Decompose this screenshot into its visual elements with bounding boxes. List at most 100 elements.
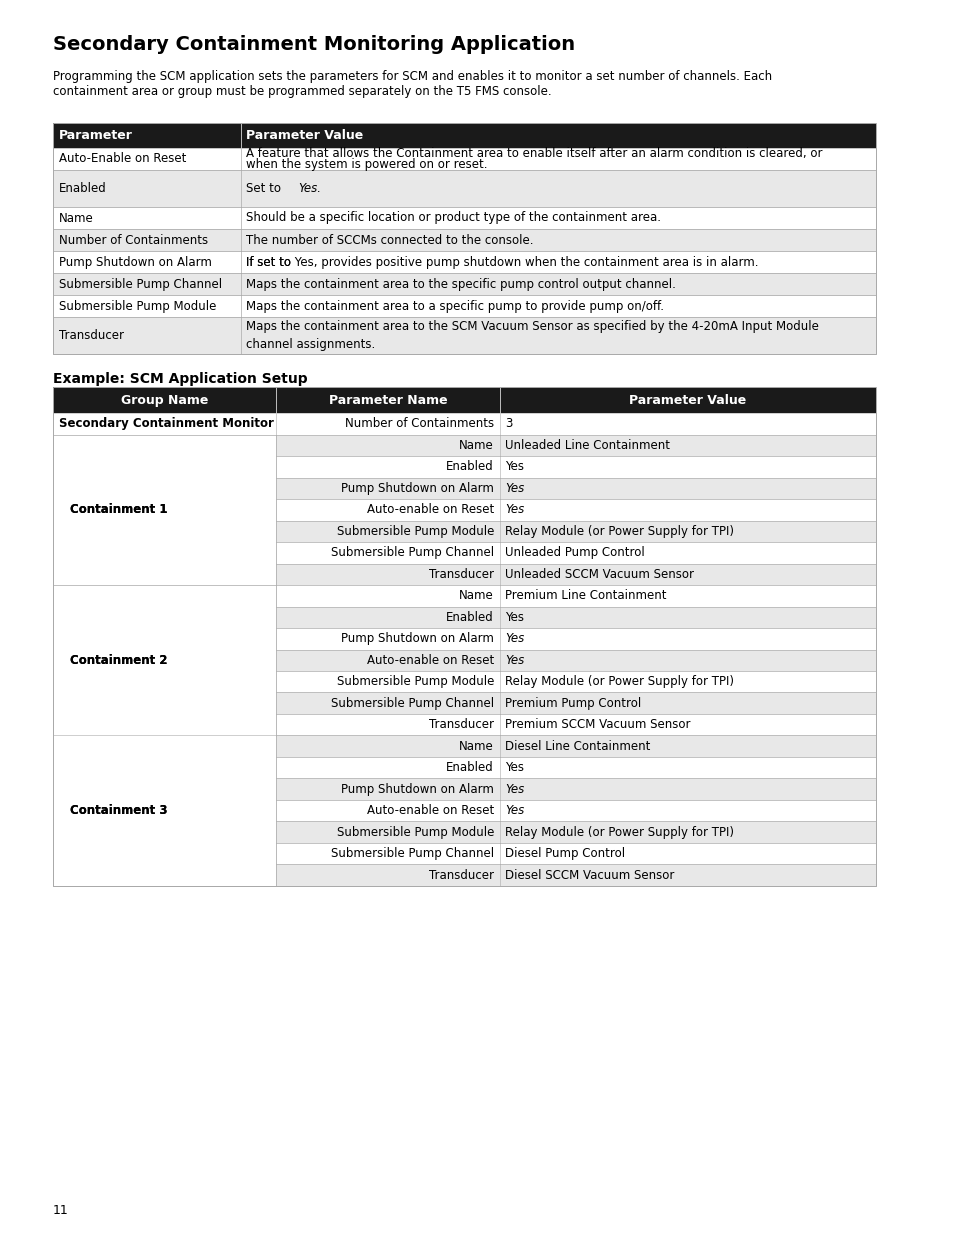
Text: Containment 2: Containment 2 bbox=[71, 653, 168, 667]
Text: Programming the SCM application sets the parameters for SCM and enables it to mo: Programming the SCM application sets the… bbox=[53, 70, 771, 98]
Text: A feature that allows the Containment area to enable itself after an alarm condi: A feature that allows the Containment ar… bbox=[246, 147, 822, 161]
Text: Pump Shutdown on Alarm: Pump Shutdown on Alarm bbox=[340, 783, 494, 795]
Text: Containment 3: Containment 3 bbox=[71, 804, 168, 818]
Bar bbox=[53, 563, 875, 585]
Text: Diesel Pump Control: Diesel Pump Control bbox=[505, 847, 625, 861]
Bar bbox=[53, 228, 875, 251]
Text: Yes: Yes bbox=[505, 461, 524, 473]
Text: Number of Containments: Number of Containments bbox=[59, 233, 208, 247]
Text: Submersible Pump Module: Submersible Pump Module bbox=[336, 676, 494, 688]
Bar bbox=[53, 757, 875, 778]
Bar bbox=[53, 714, 875, 736]
Text: Transducer: Transducer bbox=[59, 329, 124, 342]
Bar bbox=[53, 736, 875, 757]
Text: Yes: Yes bbox=[505, 632, 524, 645]
Bar bbox=[53, 671, 875, 693]
Text: Name: Name bbox=[458, 438, 494, 452]
Text: Containment 3: Containment 3 bbox=[71, 804, 168, 818]
Text: 3: 3 bbox=[505, 417, 513, 430]
Text: The number of SCCMs connected to the console.: The number of SCCMs connected to the con… bbox=[246, 233, 534, 247]
Text: channel assignments.: channel assignments. bbox=[246, 338, 375, 351]
Text: Relay Module (or Power Supply for TPI): Relay Module (or Power Supply for TPI) bbox=[505, 826, 734, 839]
Text: Submersible Pump Channel: Submersible Pump Channel bbox=[331, 697, 494, 710]
Text: Auto-Enable on Reset: Auto-Enable on Reset bbox=[59, 152, 186, 165]
Bar bbox=[53, 499, 875, 520]
Text: Containment 2: Containment 2 bbox=[71, 653, 168, 667]
Text: Submersible Pump Channel: Submersible Pump Channel bbox=[331, 847, 494, 861]
Text: Transducer: Transducer bbox=[429, 719, 494, 731]
Bar bbox=[53, 148, 875, 170]
Text: Relay Module (or Power Supply for TPI): Relay Module (or Power Supply for TPI) bbox=[505, 676, 734, 688]
Text: Yes: Yes bbox=[505, 804, 524, 818]
Bar bbox=[53, 251, 875, 273]
Text: Enabled: Enabled bbox=[446, 461, 494, 473]
Text: Submersible Pump Module: Submersible Pump Module bbox=[59, 300, 216, 312]
Text: Submersible Pump Channel: Submersible Pump Channel bbox=[59, 278, 222, 290]
Bar bbox=[53, 124, 875, 354]
Text: Premium SCCM Vacuum Sensor: Premium SCCM Vacuum Sensor bbox=[505, 719, 690, 731]
Text: Secondary Containment Monitor: Secondary Containment Monitor bbox=[59, 417, 274, 430]
Text: Parameter Value: Parameter Value bbox=[629, 394, 745, 406]
Text: Pump Shutdown on Alarm: Pump Shutdown on Alarm bbox=[340, 632, 494, 645]
Text: Auto-enable on Reset: Auto-enable on Reset bbox=[366, 503, 494, 516]
Bar bbox=[53, 435, 875, 456]
Text: Example: SCM Application Setup: Example: SCM Application Setup bbox=[53, 372, 307, 387]
Text: If set to Yes, provides positive pump shutdown when the containment area is in a: If set to Yes, provides positive pump sh… bbox=[246, 256, 759, 268]
Text: Should be a specific location or product type of the containment area.: Should be a specific location or product… bbox=[246, 211, 660, 225]
Bar bbox=[53, 478, 875, 499]
Text: Pump Shutdown on Alarm: Pump Shutdown on Alarm bbox=[340, 482, 494, 495]
Bar bbox=[53, 693, 875, 714]
Bar bbox=[53, 606, 875, 629]
Bar bbox=[53, 412, 875, 435]
Text: Enabled: Enabled bbox=[446, 611, 494, 624]
Text: Yes.: Yes. bbox=[298, 182, 321, 195]
Text: Name: Name bbox=[458, 589, 494, 603]
Text: Name: Name bbox=[59, 211, 93, 225]
Text: Maps the containment area to a specific pump to provide pump on/off.: Maps the containment area to a specific … bbox=[246, 300, 663, 312]
Bar bbox=[53, 387, 875, 885]
Text: Name: Name bbox=[458, 740, 494, 753]
Text: Maps the containment area to the SCM Vacuum Sensor as specified by the 4-20mA In: Maps the containment area to the SCM Vac… bbox=[246, 320, 819, 332]
Text: Enabled: Enabled bbox=[59, 182, 107, 195]
Bar bbox=[53, 844, 875, 864]
Text: Containment 1: Containment 1 bbox=[71, 503, 168, 516]
Text: Group Name: Group Name bbox=[121, 394, 208, 406]
Bar bbox=[53, 736, 276, 885]
Text: 11: 11 bbox=[53, 1204, 69, 1216]
Bar bbox=[53, 456, 875, 478]
Text: Unleaded Pump Control: Unleaded Pump Control bbox=[505, 546, 644, 559]
Text: Parameter Value: Parameter Value bbox=[246, 128, 363, 142]
Text: Yes: Yes bbox=[505, 503, 524, 516]
Bar bbox=[53, 542, 875, 563]
Bar bbox=[53, 864, 875, 885]
Text: Yes: Yes bbox=[505, 761, 524, 774]
Text: Pump Shutdown on Alarm: Pump Shutdown on Alarm bbox=[59, 256, 212, 268]
Bar bbox=[53, 778, 875, 800]
Bar bbox=[53, 207, 875, 228]
Bar bbox=[53, 650, 875, 671]
Text: Containment 1: Containment 1 bbox=[71, 503, 168, 516]
Text: Secondary Containment Monitoring Application: Secondary Containment Monitoring Applica… bbox=[53, 35, 575, 54]
Text: Yes: Yes bbox=[505, 783, 524, 795]
Text: Enabled: Enabled bbox=[446, 761, 494, 774]
Text: Transducer: Transducer bbox=[429, 868, 494, 882]
Bar bbox=[53, 273, 875, 295]
Bar bbox=[53, 295, 875, 317]
Bar bbox=[53, 317, 875, 354]
Text: Maps the containment area to the specific pump control output channel.: Maps the containment area to the specifi… bbox=[246, 278, 676, 290]
Text: Parameter Name: Parameter Name bbox=[329, 394, 447, 406]
Text: Yes: Yes bbox=[505, 611, 524, 624]
Text: Premium Pump Control: Premium Pump Control bbox=[505, 697, 641, 710]
Bar bbox=[53, 170, 875, 207]
Text: Submersible Pump Channel: Submersible Pump Channel bbox=[331, 546, 494, 559]
Text: Diesel SCCM Vacuum Sensor: Diesel SCCM Vacuum Sensor bbox=[505, 868, 674, 882]
Text: when the system is powered on or reset.: when the system is powered on or reset. bbox=[246, 158, 487, 170]
Bar bbox=[53, 520, 875, 542]
Bar bbox=[53, 629, 875, 650]
Text: Auto-enable on Reset: Auto-enable on Reset bbox=[366, 653, 494, 667]
Bar bbox=[53, 585, 875, 606]
Text: Auto-enable on Reset: Auto-enable on Reset bbox=[366, 804, 494, 818]
Text: Number of Containments: Number of Containments bbox=[344, 417, 494, 430]
Text: Transducer: Transducer bbox=[429, 568, 494, 580]
Text: Parameter: Parameter bbox=[59, 128, 132, 142]
